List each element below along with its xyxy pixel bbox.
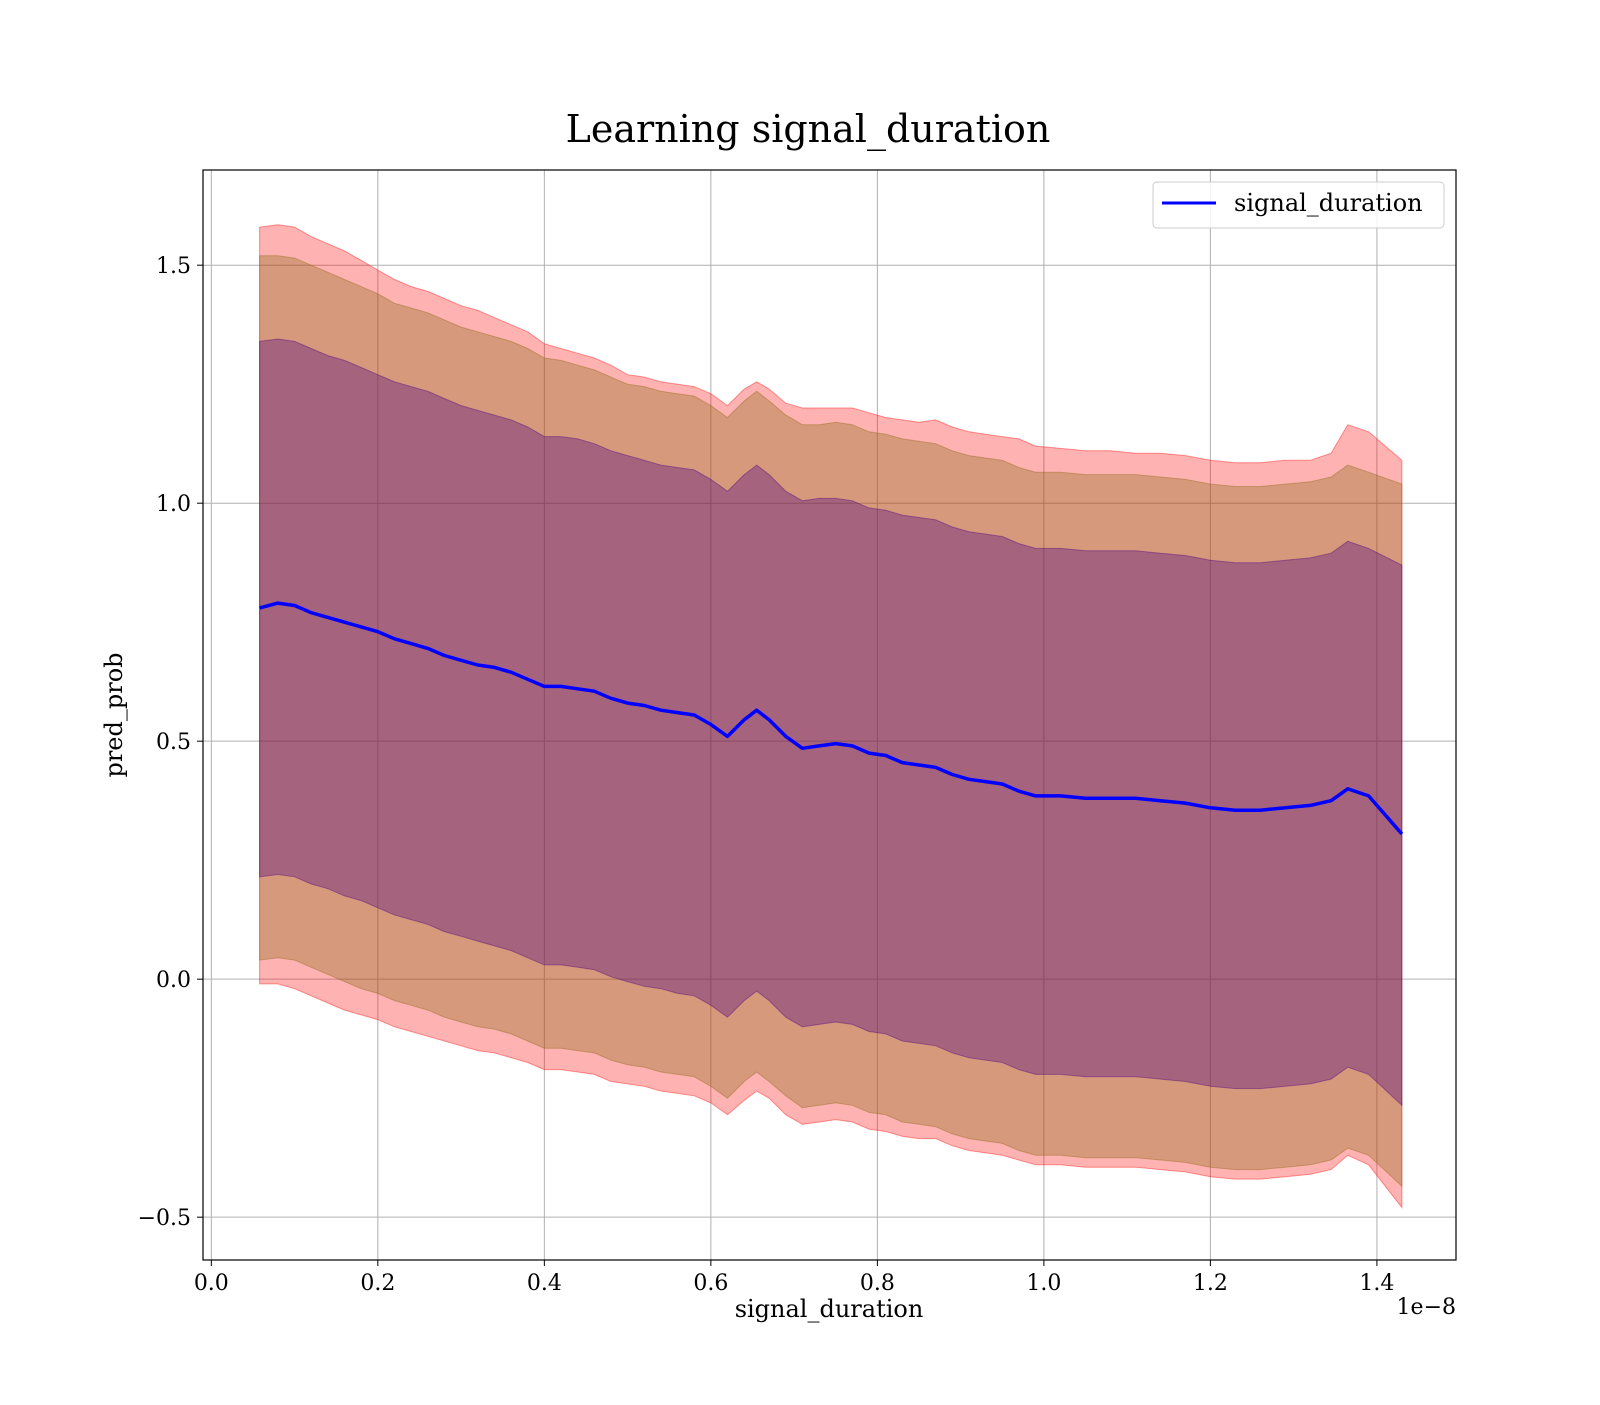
y-tick-label: 1.0: [156, 492, 191, 517]
x-tick-label: 1.4: [1359, 1271, 1394, 1296]
x-tick-label: 0.6: [693, 1271, 728, 1296]
x-tick-label: 1.0: [1026, 1271, 1061, 1296]
y-tick-label: 0.5: [156, 730, 191, 755]
x-axis-label: signal_duration: [735, 1295, 924, 1323]
y-tick-label: 1.5: [156, 254, 191, 279]
x-axis-offset-text: 1e−8: [1397, 1295, 1456, 1320]
x-tick-label: 0.8: [860, 1271, 895, 1296]
x-tick-label: 0.0: [194, 1271, 229, 1296]
confidence-bands: [260, 225, 1402, 1208]
legend-label: signal_duration: [1234, 189, 1423, 217]
x-tick-label: 0.4: [527, 1271, 562, 1296]
x-tick-label: 1.2: [1193, 1271, 1228, 1296]
y-axis-label: pred_prob: [100, 652, 128, 777]
y-tick-label: 0.0: [156, 968, 191, 993]
chart-title: Learning signal_duration: [566, 107, 1051, 152]
x-tick-label: 0.2: [360, 1271, 395, 1296]
y-tick-label: −0.5: [138, 1206, 191, 1231]
legend: signal_duration: [1153, 182, 1444, 228]
